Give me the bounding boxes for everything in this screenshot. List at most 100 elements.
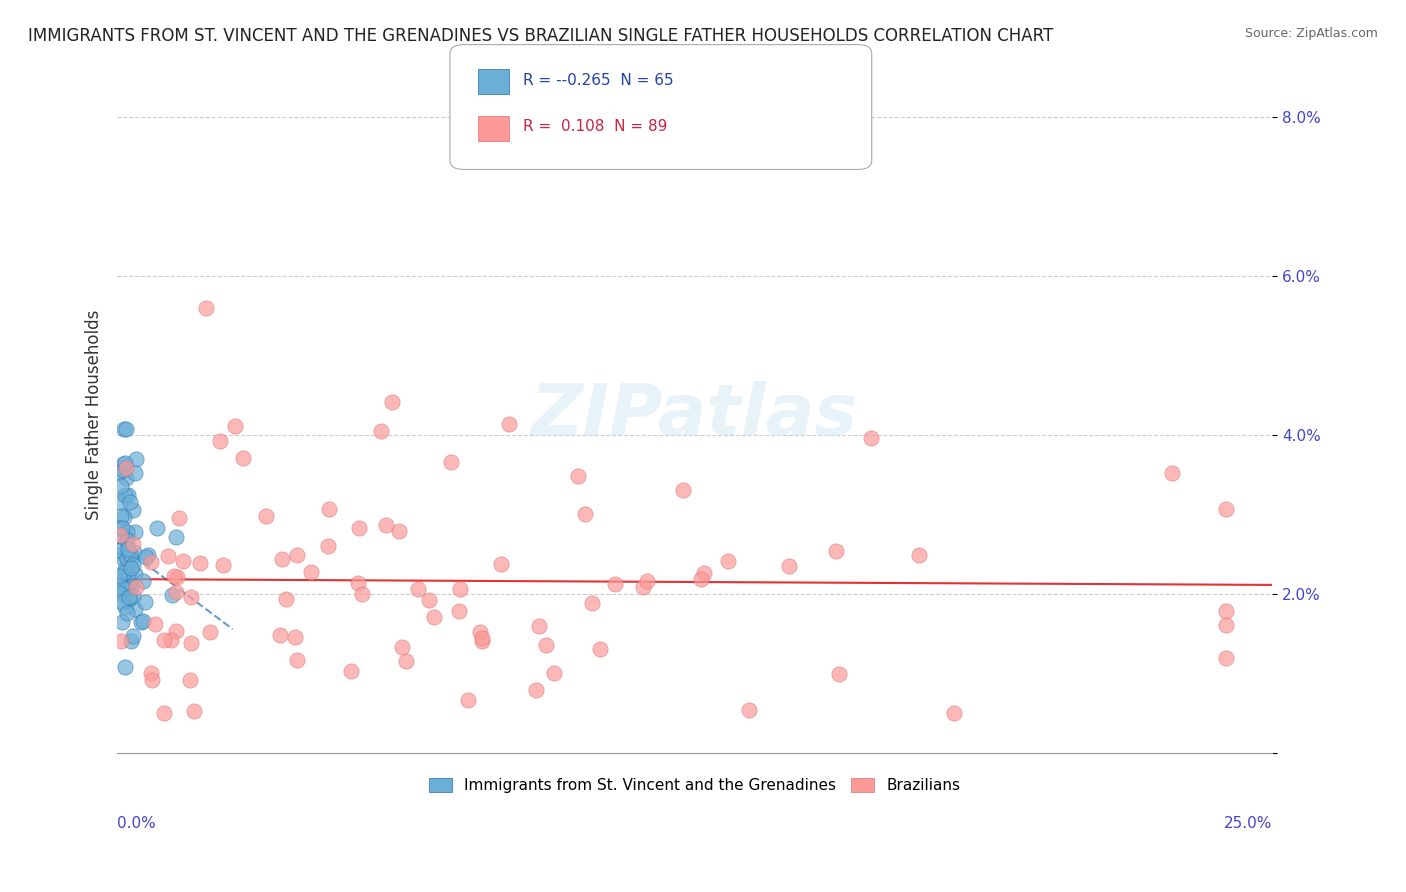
Point <box>738 703 761 717</box>
Point <box>165 584 187 599</box>
Point <box>120 634 142 648</box>
Point <box>689 572 711 586</box>
Point <box>340 664 363 678</box>
Point <box>195 301 218 315</box>
Point <box>498 417 520 431</box>
Point <box>381 394 404 409</box>
Point <box>114 561 136 575</box>
Point <box>110 634 132 648</box>
Point <box>121 558 143 572</box>
Point <box>470 624 492 639</box>
Point <box>143 617 166 632</box>
Point <box>132 614 155 628</box>
Point <box>633 580 655 594</box>
Point <box>120 591 142 606</box>
Point <box>117 550 139 565</box>
Legend: Immigrants from St. Vincent and the Grenadines, Brazilians: Immigrants from St. Vincent and the Gren… <box>423 772 966 799</box>
Point <box>1215 651 1237 665</box>
Point <box>589 642 612 657</box>
Point <box>316 539 339 553</box>
Point <box>605 576 627 591</box>
Point <box>114 457 136 471</box>
Point <box>124 525 146 540</box>
Point <box>179 673 201 688</box>
Point <box>108 543 131 558</box>
Point <box>120 552 142 566</box>
Point <box>115 471 138 485</box>
Point <box>534 638 557 652</box>
Point <box>943 706 966 720</box>
Point <box>122 537 145 551</box>
Point <box>146 521 169 535</box>
Point <box>114 581 136 595</box>
Point <box>111 457 134 471</box>
Point <box>159 633 181 648</box>
Point <box>111 581 134 595</box>
Point <box>574 507 596 521</box>
Point <box>120 579 142 593</box>
Point <box>115 533 138 548</box>
Point <box>160 588 183 602</box>
Point <box>471 634 494 648</box>
Point <box>115 460 138 475</box>
Point <box>111 547 134 561</box>
Point <box>111 521 134 535</box>
Point <box>115 606 138 620</box>
Point <box>124 580 146 594</box>
Point <box>114 566 136 580</box>
Point <box>284 630 307 644</box>
Point <box>110 574 132 589</box>
Point <box>269 628 291 642</box>
Text: 25.0%: 25.0% <box>1223 816 1272 831</box>
Point <box>524 683 547 698</box>
Point <box>118 590 141 604</box>
Point <box>828 666 851 681</box>
Point <box>693 566 716 580</box>
Point <box>134 595 156 609</box>
Point <box>183 704 205 718</box>
Point <box>778 558 800 573</box>
Point <box>114 488 136 502</box>
Point <box>111 615 134 630</box>
Point <box>395 654 418 668</box>
Point <box>232 451 254 466</box>
Point <box>299 566 322 580</box>
Point <box>636 574 658 589</box>
Point <box>489 557 512 571</box>
Point <box>457 693 479 707</box>
Point <box>672 483 695 497</box>
Point <box>124 466 146 480</box>
Point <box>375 518 398 533</box>
Point <box>118 495 141 509</box>
Point <box>439 454 461 468</box>
Point <box>180 590 202 604</box>
Point <box>114 531 136 545</box>
Point <box>418 593 440 607</box>
Point <box>254 508 277 523</box>
Point <box>136 548 159 562</box>
Point <box>859 431 882 445</box>
Point <box>114 600 136 615</box>
Point <box>224 418 246 433</box>
Point <box>117 541 139 556</box>
Point <box>200 625 222 640</box>
Point <box>471 631 494 645</box>
Point <box>163 568 186 582</box>
Point <box>156 549 179 563</box>
Text: ZIPatlas: ZIPatlas <box>531 381 858 450</box>
Point <box>132 574 155 588</box>
Point <box>110 508 132 523</box>
Point <box>115 422 138 436</box>
Point <box>108 494 131 508</box>
Point <box>180 636 202 650</box>
Point <box>406 582 429 596</box>
Point <box>112 422 135 436</box>
Point <box>120 547 142 561</box>
Point <box>122 545 145 559</box>
Point <box>449 582 471 596</box>
Point <box>527 619 550 633</box>
Point <box>581 596 603 610</box>
Point <box>110 528 132 542</box>
Point <box>107 521 129 535</box>
Point <box>208 434 231 448</box>
